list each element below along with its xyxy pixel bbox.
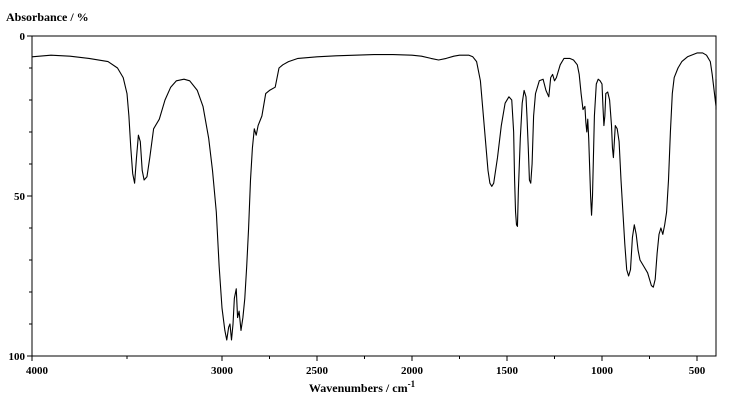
x-tick-label: 1500	[496, 365, 519, 377]
x-tick-label: 4000	[26, 365, 49, 377]
y-tick-label: 0	[20, 31, 26, 43]
x-tick-label: 3000	[211, 365, 234, 377]
y-tick-label: 50	[14, 191, 26, 203]
plot-frame	[31, 35, 717, 357]
x-axis-label-superscript: -1	[408, 379, 416, 389]
tick-labels: 4000 3000 2500 2000 1500 1000 500 0 50 100	[9, 31, 706, 377]
x-tick-label: 2000	[401, 365, 424, 377]
x-tick-label: 1000	[591, 365, 614, 377]
x-tick-label: 500	[689, 365, 706, 377]
y-tick-label: 100	[9, 351, 26, 363]
spectrum-line	[31, 52, 717, 341]
tick-marks	[27, 35, 698, 361]
x-tick-label: 2500	[306, 365, 329, 377]
y-axis-label: Absorbance / %	[6, 10, 89, 24]
x-axis-label-text: Wavenumbers / cm	[309, 381, 408, 395]
x-axis-label: Wavenumbers / cm-1	[309, 379, 416, 395]
